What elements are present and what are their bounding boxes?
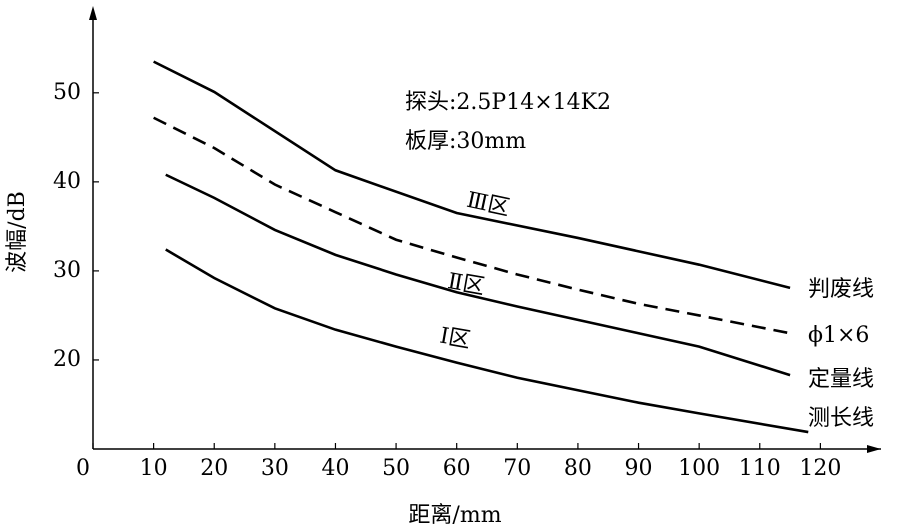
x-tick-label: 90	[625, 456, 653, 481]
x-tick-label: 20	[200, 456, 228, 481]
x-arrow	[867, 445, 881, 453]
series-label: 测长线	[808, 406, 874, 431]
y-tick-label: 40	[53, 169, 81, 194]
annotation: 板厚:30mm	[405, 129, 526, 154]
series-line	[165, 248, 809, 434]
y-axis-label: 波幅/dB	[5, 191, 30, 273]
y-tick-label: 30	[53, 258, 81, 283]
annotation: 探头:2.5P14×14K2	[405, 90, 611, 115]
x-tick-label: 60	[443, 456, 471, 481]
annotation: Ⅱ区	[446, 269, 487, 300]
series-label: 定量线	[808, 367, 874, 392]
x-tick-label: 120	[799, 456, 841, 481]
x-tick-label: 70	[503, 456, 531, 481]
x-tick-label: 30	[261, 456, 289, 481]
x-tick-label: 0	[76, 456, 90, 481]
series-label: 判废线	[808, 277, 874, 302]
series-line	[153, 60, 791, 290]
x-tick-label: 80	[564, 456, 592, 481]
y-tick-label: 20	[53, 347, 81, 372]
x-tick-label: 40	[321, 456, 349, 481]
x-tick-label: 110	[739, 456, 781, 481]
y-tick-label: 50	[53, 80, 81, 105]
series-label: ϕ1×6	[808, 323, 869, 348]
series-line	[165, 173, 791, 377]
x-axis-label: 距离/mm	[408, 503, 501, 528]
x-tick-label: 100	[678, 456, 720, 481]
x-tick-label: 10	[140, 456, 168, 481]
x-tick-label: 50	[382, 456, 410, 481]
annotation: Ⅰ区	[438, 324, 473, 354]
y-arrow	[89, 6, 97, 20]
series-line	[153, 116, 791, 335]
